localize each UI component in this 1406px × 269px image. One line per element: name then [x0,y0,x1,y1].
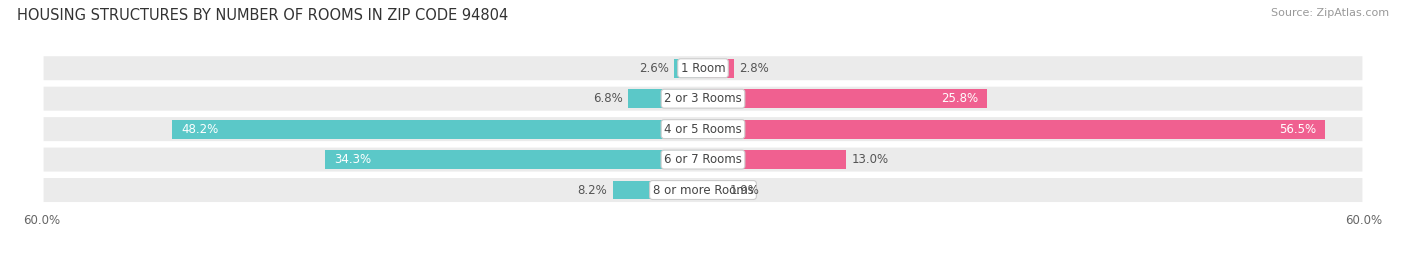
Bar [613,180,703,200]
Bar [703,180,724,200]
Text: 34.3%: 34.3% [335,153,371,166]
Bar [628,89,703,108]
Bar [703,150,846,169]
Text: 6.8%: 6.8% [593,92,623,105]
Bar [703,89,987,108]
Bar [172,120,703,139]
Text: 6 or 7 Rooms: 6 or 7 Rooms [664,153,742,166]
Text: 8 or more Rooms: 8 or more Rooms [652,183,754,197]
Text: HOUSING STRUCTURES BY NUMBER OF ROOMS IN ZIP CODE 94804: HOUSING STRUCTURES BY NUMBER OF ROOMS IN… [17,8,508,23]
Text: 4 or 5 Rooms: 4 or 5 Rooms [664,123,742,136]
Text: 2.6%: 2.6% [638,62,669,75]
Bar [325,150,703,169]
Text: 25.8%: 25.8% [941,92,979,105]
Bar [703,120,1326,139]
FancyBboxPatch shape [42,177,1364,203]
FancyBboxPatch shape [42,55,1364,82]
Bar [675,59,703,78]
Text: 1.9%: 1.9% [730,183,759,197]
FancyBboxPatch shape [42,116,1364,143]
FancyBboxPatch shape [42,146,1364,173]
Text: 2 or 3 Rooms: 2 or 3 Rooms [664,92,742,105]
Text: 1 Room: 1 Room [681,62,725,75]
Text: 13.0%: 13.0% [852,153,889,166]
Text: 56.5%: 56.5% [1279,123,1316,136]
Text: 8.2%: 8.2% [578,183,607,197]
Text: Source: ZipAtlas.com: Source: ZipAtlas.com [1271,8,1389,18]
Bar [703,59,734,78]
Text: 2.8%: 2.8% [740,62,769,75]
Text: 48.2%: 48.2% [181,123,218,136]
FancyBboxPatch shape [42,85,1364,112]
